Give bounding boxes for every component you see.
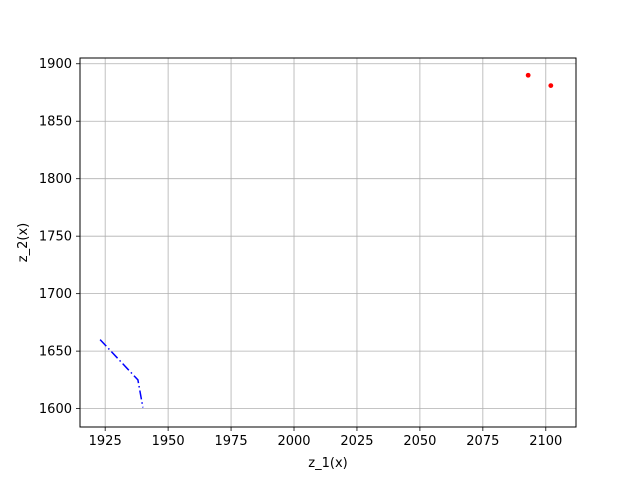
x-tick-label: 1975 <box>215 434 248 449</box>
y-tick-label: 1800 <box>39 172 72 187</box>
y-tick-label: 1900 <box>39 57 72 72</box>
series-line <box>99 339 144 408</box>
y-tick-label: 1850 <box>39 115 72 130</box>
x-tick-label: 1950 <box>152 434 185 449</box>
y-tick-label: 1700 <box>39 287 72 302</box>
y-tick-label: 1650 <box>39 345 72 360</box>
y-axis-label: z_2(x) <box>16 223 31 262</box>
x-tick-label: 2025 <box>340 434 373 449</box>
grid <box>80 58 576 427</box>
x-tick-label: 2100 <box>529 434 562 449</box>
series-point <box>525 72 531 78</box>
x-tick-label: 1925 <box>89 434 122 449</box>
x-tick-label: 2000 <box>277 434 310 449</box>
series-point <box>548 83 554 88</box>
y-tick-label: 1600 <box>39 402 72 417</box>
plot-series <box>99 72 554 408</box>
axis-ticks: 1925 1950 1975 2000 2025 2050 2075 2100 1600 1650… <box>39 57 562 449</box>
x-tick-label: 2075 <box>466 434 499 449</box>
x-tick-label: 2050 <box>403 434 436 449</box>
x-axis-label: z_1(x) <box>308 456 347 471</box>
plot-frame <box>79 57 577 428</box>
y-tick-label: 1750 <box>39 230 72 245</box>
